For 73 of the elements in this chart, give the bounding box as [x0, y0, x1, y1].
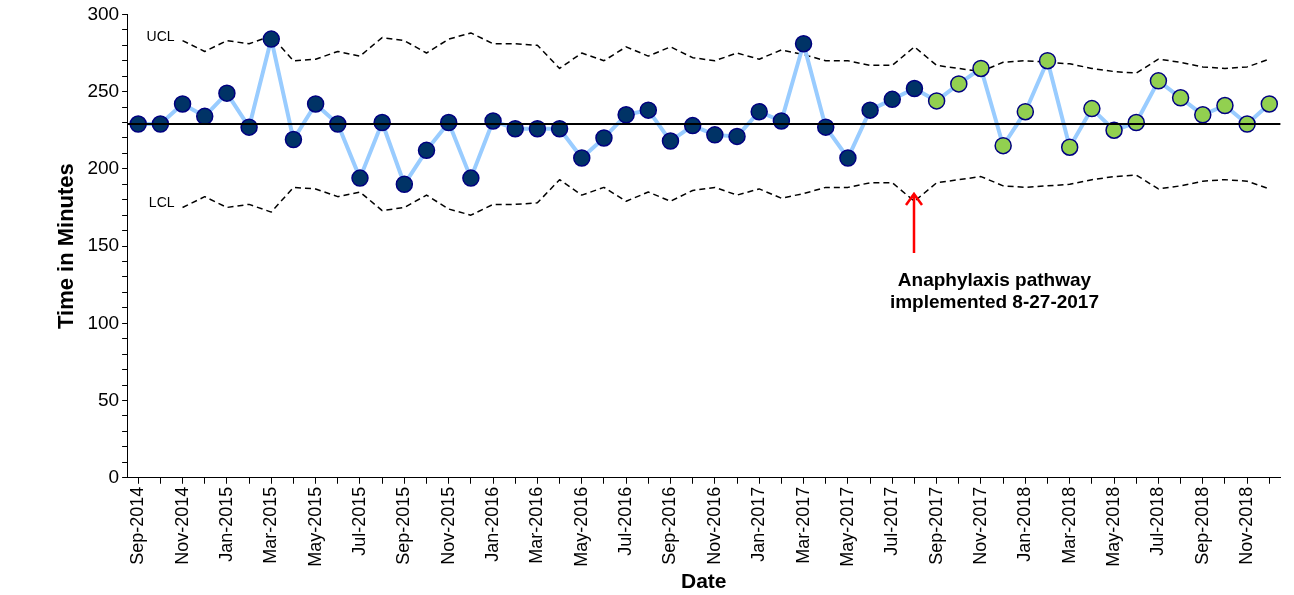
x-tick-label: Sep-2015	[393, 486, 414, 565]
x-tick-label: Mar-2015	[260, 486, 281, 564]
point	[994, 136, 1012, 155]
point	[661, 132, 680, 150]
x-tick-label: Mar-2018	[1058, 486, 1079, 564]
point	[861, 101, 879, 119]
y-tick-label: 50	[97, 388, 120, 410]
point	[728, 127, 746, 146]
x-tick-label: May-2016	[570, 486, 591, 567]
x-tick-label: Jul-2016	[615, 486, 636, 556]
y-tick-label: 0	[108, 465, 120, 487]
x-tick-label: May-2018	[1103, 486, 1124, 567]
point	[1060, 138, 1079, 156]
x-tick-label: Nov-2014	[171, 486, 192, 565]
point	[573, 149, 591, 167]
point	[395, 175, 414, 194]
series-label: LCL	[148, 194, 175, 211]
x-tick-label: Nov-2016	[703, 486, 724, 565]
x-tick-label: Sep-2014	[127, 486, 148, 565]
y-tick-label: 100	[87, 311, 120, 333]
y-tick-label: 150	[87, 234, 120, 256]
point	[1260, 95, 1279, 113]
x-tick-label: Mar-2017	[792, 486, 813, 564]
point	[1016, 102, 1035, 121]
y-tick-label: 300	[87, 2, 120, 24]
point	[595, 129, 613, 147]
point	[972, 59, 990, 78]
point	[905, 79, 924, 98]
x-tick-label: Jan-2015	[215, 486, 236, 562]
series-label: UCL	[146, 27, 175, 44]
point	[883, 90, 902, 109]
x-tick-label: Jan-2016	[482, 486, 503, 562]
x-axis-title: Date	[680, 569, 727, 593]
point	[306, 95, 325, 113]
point	[1171, 89, 1190, 107]
x-tick-label: Jan-2018	[1014, 486, 1035, 562]
y-axis-title: Time in Minutes	[53, 163, 79, 329]
point	[173, 95, 192, 113]
point	[218, 84, 236, 102]
x-tick-label: Jul-2018	[1147, 486, 1168, 556]
point	[1216, 96, 1234, 115]
x-tick-label: Nov-2018	[1236, 486, 1257, 565]
point	[950, 75, 968, 93]
x-tick-label: Sep-2016	[659, 486, 680, 565]
point	[417, 141, 436, 160]
annotation: Anaphylaxis pathway implemented 8-27-2017	[888, 268, 1100, 313]
point	[262, 30, 281, 48]
point	[284, 130, 303, 149]
point	[1038, 51, 1057, 70]
point	[462, 169, 480, 187]
point	[639, 101, 658, 119]
x-tick-label: Nov-2017	[969, 486, 990, 565]
y-tick-label: 250	[87, 79, 120, 101]
point	[794, 35, 813, 53]
x-tick-label: May-2015	[304, 486, 325, 567]
point	[750, 102, 768, 121]
x-tick-label: Sep-2018	[1191, 486, 1212, 565]
x-tick-label: Mar-2016	[526, 486, 547, 564]
point	[927, 92, 946, 110]
x-tick-label: Jul-2017	[881, 486, 902, 556]
point	[351, 169, 369, 187]
x-tick-label: Nov-2015	[437, 486, 458, 565]
x-tick-label: Sep-2017	[925, 486, 946, 565]
point	[706, 126, 724, 144]
point	[617, 106, 635, 124]
point	[1149, 72, 1168, 90]
point	[839, 149, 857, 167]
y-tick-label: 200	[87, 157, 120, 179]
point	[1194, 106, 1212, 124]
x-tick-label: Jan-2017	[748, 486, 769, 562]
x-tick-label: May-2017	[836, 486, 857, 567]
x-tick-label: Jul-2015	[348, 486, 369, 556]
point	[1083, 99, 1101, 118]
